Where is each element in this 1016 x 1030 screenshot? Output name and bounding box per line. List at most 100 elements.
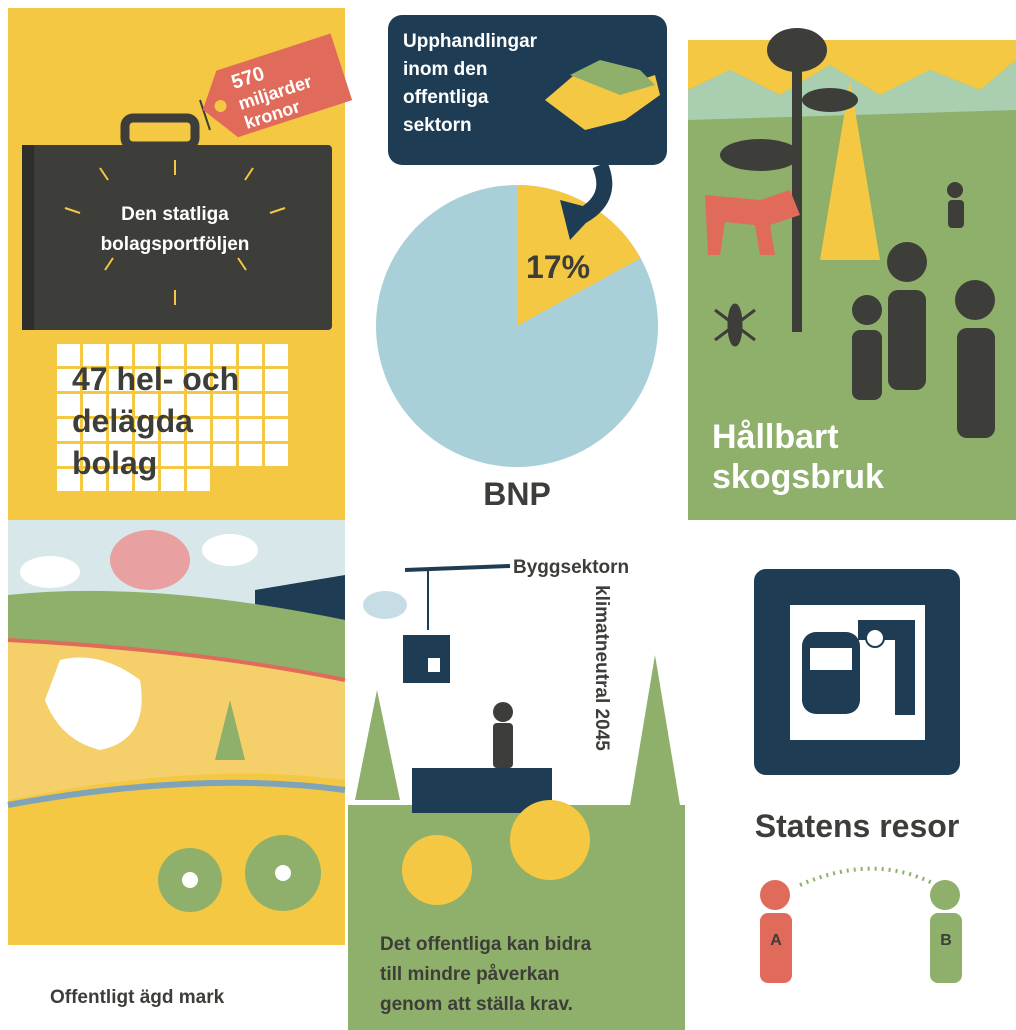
grid-cell — [187, 369, 210, 391]
grid-cell — [187, 469, 210, 491]
module — [403, 635, 450, 683]
grid-cell — [109, 369, 132, 391]
grid-cell — [109, 394, 132, 416]
person-b — [930, 913, 962, 983]
travel-panel: Statens resor A B — [750, 565, 964, 983]
grid-cell — [213, 369, 236, 391]
forestry-title: Hållbart — [712, 418, 839, 456]
tree-blossom — [110, 530, 190, 590]
travel-title: Statens resor — [755, 808, 960, 844]
crane-arm — [404, 564, 511, 572]
construction-text: genom att ställa krav. — [380, 994, 573, 1015]
grid-cell — [109, 419, 132, 441]
grid-cell — [57, 469, 80, 491]
train-window — [810, 648, 852, 670]
pine-crown — [720, 139, 800, 171]
grid-cell — [161, 369, 184, 391]
grid-cell — [187, 344, 210, 366]
grid-cell — [57, 419, 80, 441]
procurement-title: Upphandlingar — [403, 31, 538, 52]
grid-cell — [265, 444, 288, 466]
arrow-head — [560, 200, 598, 240]
tree — [820, 80, 880, 260]
worker — [493, 723, 513, 768]
forestry-title: skogsbruk — [712, 458, 884, 496]
grid-cell — [109, 344, 132, 366]
pine-crown — [802, 88, 858, 112]
grid-cell — [187, 394, 210, 416]
construction-text: till mindre påverkan — [380, 964, 560, 985]
people — [852, 182, 995, 438]
grid-cell — [57, 444, 80, 466]
portfolio-panel: Den statliga bolagsportföljen 570 miljar… — [8, 8, 353, 520]
title-box — [388, 15, 667, 165]
grid-cell — [239, 444, 262, 466]
tree — [630, 655, 680, 805]
briefcase-title: bolagsportföljen — [101, 234, 250, 255]
procurement-title: inom den — [403, 59, 487, 80]
grid-cell — [135, 369, 158, 391]
grid-cell — [161, 469, 184, 491]
tag — [202, 33, 353, 138]
stream — [7, 779, 346, 808]
companies-text: bolag — [72, 445, 157, 481]
grid-cell — [83, 469, 106, 491]
grid-cell — [213, 444, 236, 466]
procurement-panel: 17% Upphandlingar inom den offentliga se… — [376, 15, 667, 512]
worker — [493, 702, 513, 722]
tag-hole — [214, 100, 227, 113]
procurement-title: offentliga — [403, 87, 489, 108]
grid-cell — [83, 344, 106, 366]
land-title: Offentligt ägd mark — [50, 987, 225, 1008]
tag-string — [199, 99, 211, 131]
building — [412, 768, 552, 813]
grid-cell — [135, 344, 158, 366]
pie-title: BNP — [483, 476, 551, 512]
pine-trunk — [792, 60, 802, 332]
connection — [799, 866, 947, 892]
land-panel: Offentligt ägd mark — [7, 520, 346, 1008]
company-grid — [57, 344, 288, 491]
grid-cell — [135, 444, 158, 466]
tree — [355, 690, 400, 800]
grid-cell — [83, 444, 106, 466]
flowers — [402, 800, 590, 905]
handshake — [545, 60, 660, 130]
pie-label: 17% — [526, 249, 590, 285]
briefcase — [22, 145, 332, 330]
flower-center — [182, 872, 198, 888]
ant — [714, 303, 756, 347]
clock — [865, 628, 885, 648]
pie-slice — [517, 185, 641, 326]
person-label: A — [770, 932, 782, 949]
grid-cell — [83, 369, 106, 391]
grid-cell — [57, 394, 80, 416]
grid-cell — [265, 344, 288, 366]
train — [802, 632, 860, 714]
grid-cell — [265, 369, 288, 391]
grid-cell — [135, 394, 158, 416]
grid-cell — [83, 419, 106, 441]
grid-cell — [213, 344, 236, 366]
construction-title: Byggsektorn — [513, 557, 629, 578]
road — [7, 638, 346, 682]
grid-cell — [187, 444, 210, 466]
rays — [64, 160, 286, 305]
pine-crown — [767, 28, 827, 72]
person-label: B — [940, 932, 952, 949]
grid-cell — [265, 394, 288, 416]
construction-text: Det offentliga kan bidra — [380, 934, 592, 955]
grid-cell — [161, 444, 184, 466]
person-b — [930, 880, 960, 910]
window — [428, 658, 440, 672]
briefcase-title: Den statliga — [121, 204, 229, 225]
grid-cell — [239, 419, 262, 441]
grid-cell — [239, 394, 262, 416]
field — [8, 590, 345, 680]
construction-subtitle: klimatneutral 2045 — [591, 585, 612, 751]
grid-cell — [135, 469, 158, 491]
grid-cell — [109, 469, 132, 491]
platform — [858, 620, 915, 715]
forestry-panel: Hållbart skogsbruk — [688, 28, 1016, 520]
